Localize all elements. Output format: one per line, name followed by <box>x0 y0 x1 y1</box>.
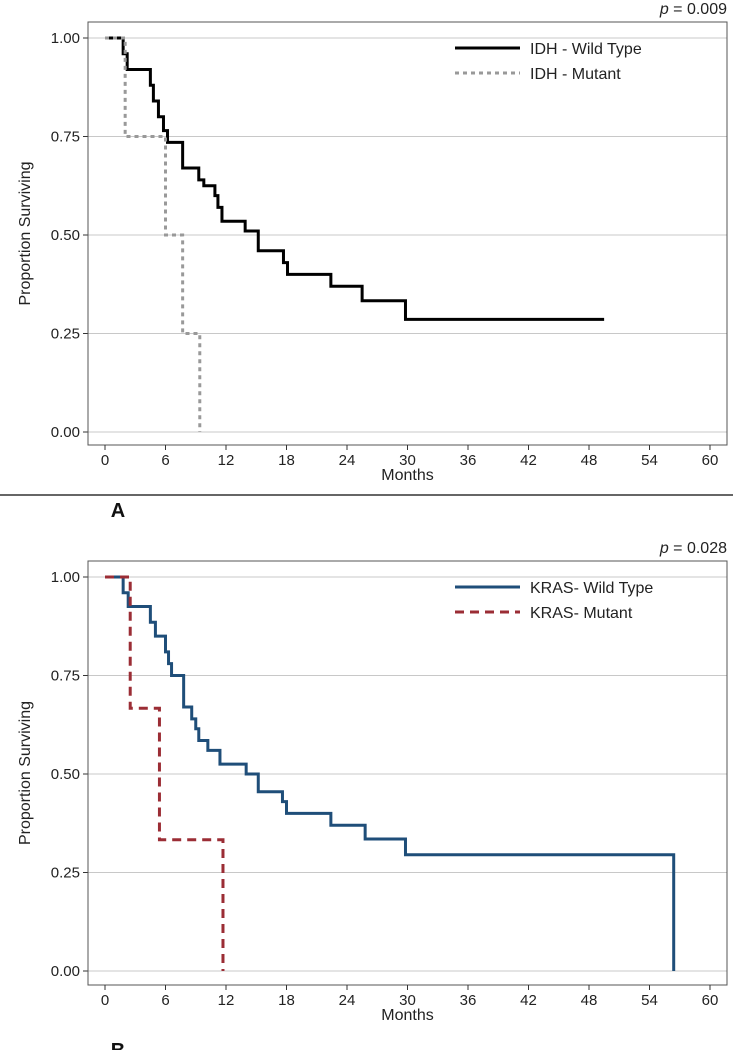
y-tick-label: 0.50 <box>51 766 80 783</box>
y-tick-label: 0.25 <box>51 865 80 882</box>
x-tick-label: 30 <box>399 992 416 1009</box>
x-tick-label: 24 <box>339 452 356 469</box>
x-tick-label: 48 <box>581 452 598 469</box>
p-value-text: = 0.009 <box>669 1 727 18</box>
series-line-1 <box>105 575 225 971</box>
x-tick-label: 48 <box>581 992 598 1009</box>
x-tick-label: 54 <box>641 452 658 469</box>
y-tick-label: 0.00 <box>51 424 80 441</box>
panel-label: A <box>111 500 125 522</box>
p-value: p = 0.028 <box>659 540 727 557</box>
y-axis-label: Proportion Surviving <box>17 161 34 305</box>
p-symbol: p <box>659 1 669 18</box>
legend-label: KRAS- Mutant <box>530 605 633 622</box>
x-tick-label: 12 <box>218 992 235 1009</box>
y-tick-label: 0.50 <box>51 227 80 244</box>
p-value: p = 0.009 <box>659 1 727 18</box>
series-line-0 <box>105 575 676 971</box>
p-symbol: p <box>659 540 669 557</box>
y-axis-label: Proportion Surviving <box>17 701 34 845</box>
x-tick-label: 36 <box>460 452 477 469</box>
x-tick-label: 0 <box>101 452 109 469</box>
legend-label: KRAS- Wild Type <box>530 580 653 597</box>
x-tick-label: 42 <box>520 452 537 469</box>
p-value-text: = 0.028 <box>669 540 727 557</box>
x-tick-label: 42 <box>520 992 537 1009</box>
series-line-0 <box>105 36 605 321</box>
x-axis-label: Months <box>381 1007 433 1024</box>
x-tick-label: 12 <box>218 452 235 469</box>
panel-a: 0.00 0.25 0.50 0.75 1.00 0 6 12 18 24 30 36 42 48 54 60… <box>17 1 728 522</box>
series-line-1 <box>105 36 202 432</box>
x-tick-label: 0 <box>101 992 109 1009</box>
y-tick-label: 0.75 <box>51 668 80 685</box>
x-tick-label: 36 <box>460 992 477 1009</box>
x-tick-label: 60 <box>702 992 719 1009</box>
x-tick-label: 6 <box>161 452 169 469</box>
legend-label: IDH - Mutant <box>530 66 621 83</box>
x-tick-label: 18 <box>278 452 295 469</box>
legend-label: IDH - Wild Type <box>530 41 642 58</box>
y-tick-label: 1.00 <box>51 569 80 586</box>
panel-label: B <box>111 1040 125 1050</box>
x-tick-label: 30 <box>399 452 416 469</box>
x-tick-label: 6 <box>161 992 169 1009</box>
x-tick-label: 24 <box>339 992 356 1009</box>
panel-b: 0.00 0.25 0.50 0.75 1.00 0 6 12 18 24 30 36 42 48 54 60… <box>17 540 728 1050</box>
x-axis-label: Months <box>381 467 433 484</box>
y-tick-label: 0.00 <box>51 963 80 980</box>
x-tick-label: 60 <box>702 452 719 469</box>
x-tick-label: 18 <box>278 992 295 1009</box>
y-tick-label: 0.25 <box>51 326 80 343</box>
y-tick-label: 0.75 <box>51 129 80 146</box>
plot-frame <box>87 560 728 986</box>
x-tick-label: 54 <box>641 992 658 1009</box>
y-tick-label: 1.00 <box>51 30 80 47</box>
